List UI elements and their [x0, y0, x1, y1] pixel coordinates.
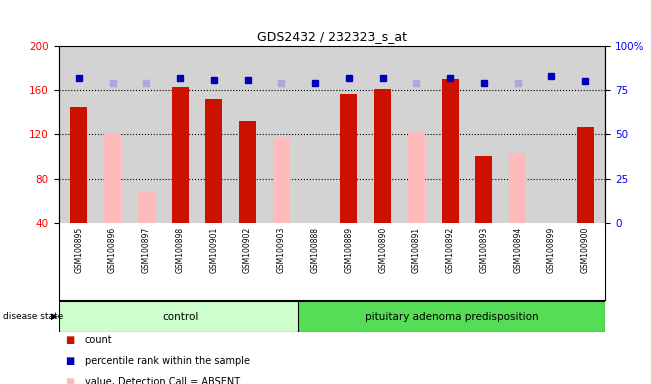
Text: value, Detection Call = ABSENT: value, Detection Call = ABSENT	[85, 377, 240, 384]
Text: GSM100889: GSM100889	[344, 227, 353, 273]
Bar	[298, 301, 605, 332]
Bar	[408, 131, 425, 223]
Bar	[138, 192, 155, 223]
Text: GSM100888: GSM100888	[311, 227, 320, 273]
Bar	[70, 107, 87, 223]
Text: control: control	[162, 312, 199, 322]
Bar	[239, 121, 256, 223]
Text: GSM100891: GSM100891	[412, 227, 421, 273]
Text: GSM100902: GSM100902	[243, 227, 252, 273]
Bar	[273, 138, 290, 223]
Text: ■: ■	[65, 356, 74, 366]
Bar	[206, 99, 222, 223]
Text: GSM100894: GSM100894	[513, 227, 522, 273]
Bar	[59, 301, 301, 332]
Bar	[475, 157, 492, 223]
Text: ■: ■	[65, 377, 74, 384]
Bar	[374, 89, 391, 223]
Text: percentile rank within the sample: percentile rank within the sample	[85, 356, 249, 366]
Text: GSM100893: GSM100893	[479, 227, 488, 273]
Text: disease state: disease state	[3, 312, 64, 321]
Text: GSM100896: GSM100896	[108, 227, 117, 273]
Text: GSM100892: GSM100892	[446, 227, 454, 273]
Text: ▶: ▶	[51, 312, 58, 321]
Text: GSM100895: GSM100895	[74, 227, 83, 273]
Text: GSM100898: GSM100898	[176, 227, 185, 273]
Bar	[577, 127, 594, 223]
Bar	[273, 156, 290, 223]
Bar	[509, 153, 526, 223]
Text: pituitary adenoma predisposition: pituitary adenoma predisposition	[365, 312, 538, 322]
Text: GSM100899: GSM100899	[547, 227, 556, 273]
Text: ■: ■	[65, 335, 74, 345]
Bar	[442, 79, 458, 223]
Bar	[172, 87, 189, 223]
Title: GDS2432 / 232323_s_at: GDS2432 / 232323_s_at	[257, 30, 407, 43]
Text: count: count	[85, 335, 112, 345]
Text: GSM100890: GSM100890	[378, 227, 387, 273]
Bar	[104, 134, 121, 223]
Text: GSM100903: GSM100903	[277, 227, 286, 273]
Text: GSM100901: GSM100901	[210, 227, 218, 273]
Text: GSM100900: GSM100900	[581, 227, 590, 273]
Text: GSM100897: GSM100897	[142, 227, 151, 273]
Bar	[340, 94, 357, 223]
